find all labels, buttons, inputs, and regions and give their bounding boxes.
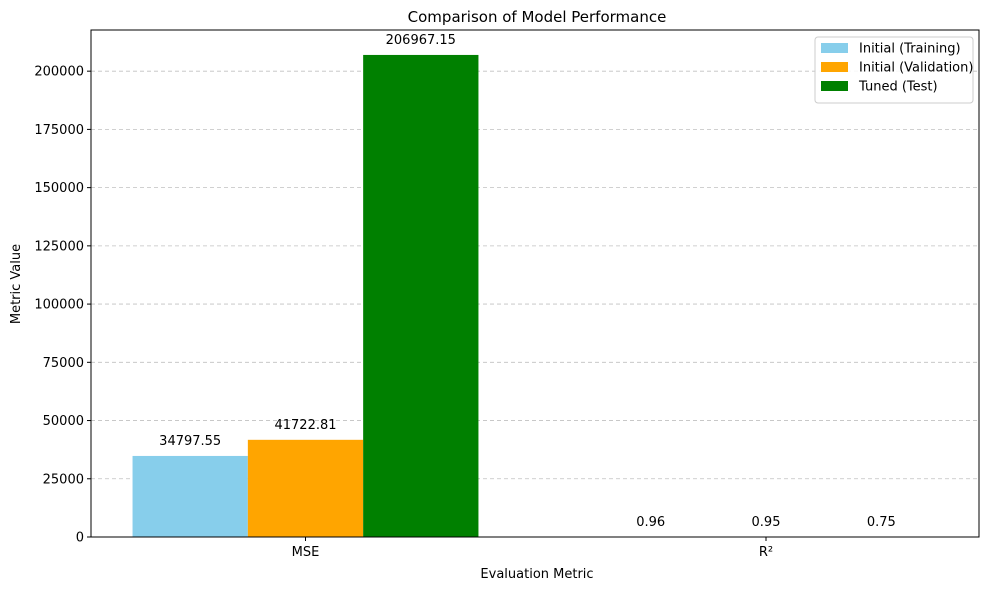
y-tick-label: 0 <box>76 531 84 546</box>
legend-label: Tuned (Test) <box>858 80 938 95</box>
y-tick-label: 50000 <box>43 414 84 429</box>
legend-label: Initial (Training) <box>859 42 961 57</box>
y-axis: 0 25000 50000 75000 100000 125000 150000 175000… <box>34 65 91 546</box>
data-label: 41722.81 <box>274 418 336 433</box>
y-tick-label: 150000 <box>34 181 84 196</box>
legend-swatch <box>821 43 848 53</box>
y-axis-title: Metric Value <box>9 244 24 324</box>
plot-frame <box>90 29 980 538</box>
legend: Initial (Training) Initial (Validation) Tu… <box>814 36 974 104</box>
data-label: 206967.15 <box>386 33 456 48</box>
y-tick-label: 175000 <box>34 123 84 138</box>
data-label: 34797.55 <box>159 434 221 449</box>
bar <box>363 54 479 537</box>
legend-swatch <box>821 62 848 72</box>
x-axis: MSE R² <box>292 537 773 560</box>
data-labels: 34797.55 41722.81 206967.15 0.96 0.95 0.75 <box>159 33 896 530</box>
data-label: 0.95 <box>752 515 781 530</box>
bar <box>247 439 364 537</box>
x-tick-label: MSE <box>292 545 320 560</box>
y-tick-label: 25000 <box>43 472 84 487</box>
x-axis-title: Evaluation Metric <box>480 567 593 582</box>
chart-title: Comparison of Model Performance <box>408 8 667 26</box>
y-tick-label: 200000 <box>34 65 84 80</box>
legend-label: Initial (Validation) <box>859 61 973 76</box>
bar <box>132 455 248 537</box>
x-tick-label: R² <box>759 545 773 560</box>
legend-swatch <box>821 81 848 91</box>
y-tick-label: 75000 <box>43 356 84 371</box>
bars <box>132 54 939 537</box>
grid-lines <box>91 70 979 480</box>
data-label: 0.96 <box>636 515 665 530</box>
data-label: 0.75 <box>867 515 896 530</box>
y-tick-label: 125000 <box>34 239 84 254</box>
y-tick-label: 100000 <box>34 298 84 313</box>
legend-box <box>814 36 974 104</box>
